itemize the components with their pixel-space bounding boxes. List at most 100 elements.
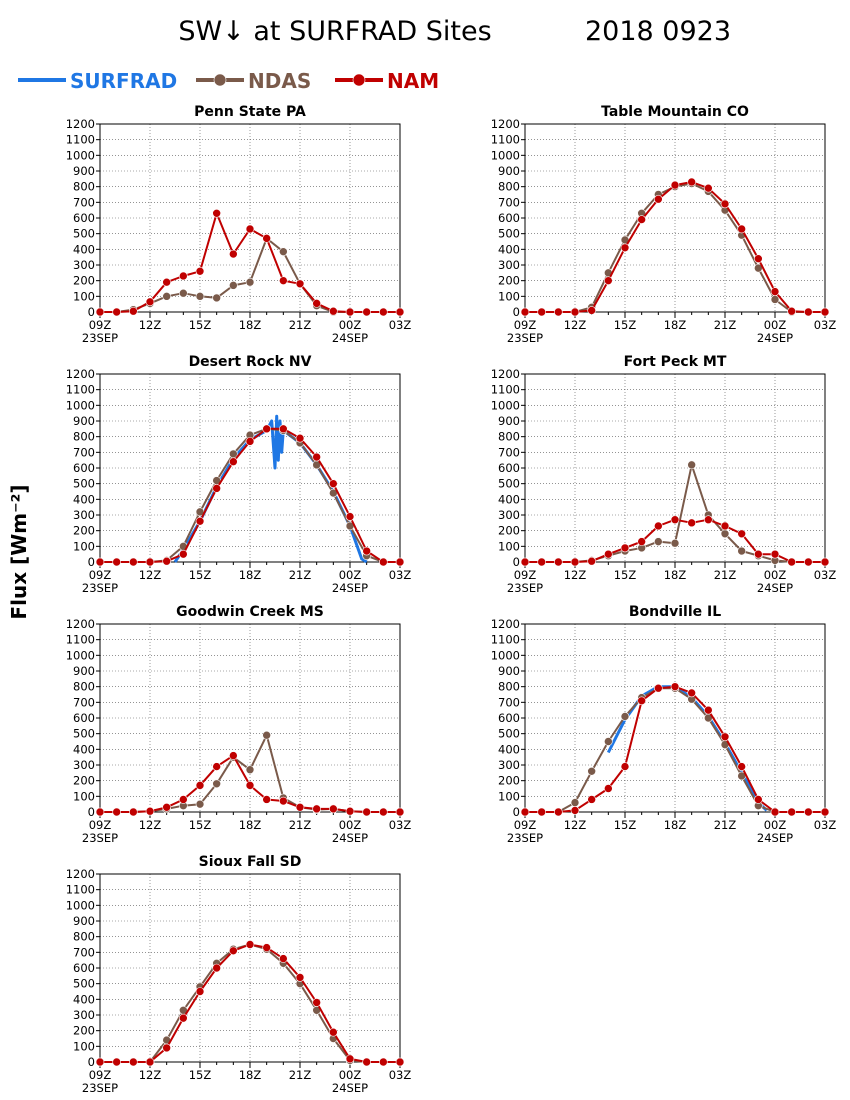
y-tick-label: 1100 bbox=[491, 383, 520, 397]
x-tick-label: 03Z bbox=[389, 1068, 412, 1082]
panels: Penn State PA010020030040050060070080090… bbox=[66, 104, 837, 1095]
x-tick-label: 09Z bbox=[514, 568, 537, 582]
y-tick-label: 1200 bbox=[66, 617, 95, 631]
legend-marker bbox=[352, 73, 366, 87]
data-point bbox=[654, 521, 663, 531]
data-point bbox=[587, 766, 596, 776]
y-tick-label: 900 bbox=[498, 414, 520, 428]
x-tick-label: 00Z bbox=[764, 568, 787, 582]
data-point bbox=[379, 807, 388, 817]
data-point bbox=[604, 737, 613, 746]
data-point bbox=[262, 234, 271, 243]
y-tick-label: 0 bbox=[88, 1055, 95, 1069]
data-point bbox=[804, 807, 813, 817]
data-point bbox=[212, 209, 221, 218]
x-tick-label: 21Z bbox=[714, 568, 737, 582]
data-point bbox=[312, 804, 321, 814]
data-point bbox=[179, 549, 188, 559]
y-tick-label: 500 bbox=[498, 227, 520, 241]
y-tick-label: 1200 bbox=[491, 617, 520, 631]
data-point bbox=[670, 682, 680, 691]
y-tick-label: 0 bbox=[513, 555, 520, 569]
y-tick-label: 1200 bbox=[66, 367, 95, 381]
x-tick-label: 12Z bbox=[139, 818, 162, 832]
data-point bbox=[804, 557, 813, 567]
y-tick-label: 300 bbox=[73, 1008, 95, 1022]
y-tick-label: 900 bbox=[73, 164, 95, 178]
y-tick-label: 400 bbox=[73, 742, 95, 756]
series-nam bbox=[95, 209, 405, 317]
data-point bbox=[262, 795, 271, 804]
legend-entry-ndas: NDAS bbox=[196, 69, 311, 93]
y-tick-label: 100 bbox=[498, 789, 520, 803]
y-tick-label: 400 bbox=[73, 992, 95, 1006]
x-tick-label: 21Z bbox=[289, 318, 312, 332]
y-tick-label: 800 bbox=[498, 180, 520, 194]
panel-title: Table Mountain CO bbox=[601, 104, 749, 120]
x-tick-label: 15Z bbox=[614, 318, 637, 332]
y-tick-label: 800 bbox=[73, 680, 95, 694]
y-tick-label: 600 bbox=[73, 461, 95, 475]
y-tick-label: 200 bbox=[498, 524, 520, 538]
y-tick-label: 0 bbox=[513, 805, 520, 819]
data-point bbox=[654, 537, 663, 546]
y-tick-label: 1200 bbox=[66, 867, 95, 881]
x-tick-label: 12Z bbox=[139, 1068, 162, 1082]
y-tick-label: 1100 bbox=[491, 633, 520, 647]
panel-title: Fort Peck MT bbox=[624, 354, 727, 370]
panel-title: Bondville IL bbox=[629, 604, 721, 620]
y-tick-label: 500 bbox=[498, 727, 520, 741]
y-tick-label: 0 bbox=[88, 555, 95, 569]
x-tick-label: 21Z bbox=[714, 818, 737, 832]
data-point bbox=[820, 307, 830, 317]
panel-title: Sioux Fall SD bbox=[199, 854, 302, 870]
x-tick-label: 00Z bbox=[339, 568, 362, 582]
series-nam bbox=[95, 424, 405, 567]
series-ndas bbox=[95, 730, 405, 817]
y-tick-label: 600 bbox=[73, 211, 95, 225]
x-tick-date: 23SEP bbox=[507, 581, 543, 595]
data-point bbox=[362, 1057, 371, 1067]
data-point bbox=[212, 762, 221, 771]
data-point bbox=[262, 943, 271, 952]
x-tick-label: 15Z bbox=[614, 818, 637, 832]
x-tick-label: 03Z bbox=[814, 818, 837, 832]
x-tick-label: 09Z bbox=[89, 318, 112, 332]
y-tick-label: 400 bbox=[498, 492, 520, 506]
data-point bbox=[279, 276, 288, 285]
data-point bbox=[787, 557, 796, 567]
legend-label: SURFRAD bbox=[70, 69, 177, 93]
x-tick-label: 15Z bbox=[189, 1068, 212, 1082]
data-point bbox=[554, 807, 563, 817]
data-point bbox=[95, 807, 105, 817]
x-tick-label: 00Z bbox=[339, 318, 362, 332]
data-point bbox=[787, 807, 796, 817]
y-tick-label: 1000 bbox=[491, 648, 520, 662]
panel-title: Desert Rock NV bbox=[189, 354, 312, 370]
data-point bbox=[770, 807, 780, 817]
x-tick-label: 03Z bbox=[814, 568, 837, 582]
data-point bbox=[637, 537, 646, 546]
figure-title: SW↓ at SURFRAD Sites bbox=[178, 16, 491, 47]
data-point bbox=[212, 963, 221, 973]
data-point bbox=[670, 538, 680, 548]
x-tick-date: 24SEP bbox=[332, 831, 368, 845]
data-point bbox=[345, 806, 355, 816]
y-tick-label: 200 bbox=[498, 774, 520, 788]
data-point bbox=[329, 1027, 338, 1037]
data-point bbox=[537, 557, 546, 567]
x-tick-date: 24SEP bbox=[332, 581, 368, 595]
x-tick-date: 24SEP bbox=[757, 331, 793, 345]
x-tick-label: 09Z bbox=[514, 818, 537, 832]
data-point bbox=[129, 306, 138, 316]
data-point bbox=[145, 1057, 155, 1067]
data-point bbox=[587, 795, 596, 804]
data-point bbox=[279, 424, 288, 434]
data-point bbox=[604, 549, 613, 559]
data-point bbox=[570, 798, 580, 807]
data-point bbox=[212, 484, 221, 493]
x-tick-label: 15Z bbox=[189, 568, 212, 582]
data-point bbox=[112, 557, 121, 567]
data-point bbox=[687, 177, 696, 187]
